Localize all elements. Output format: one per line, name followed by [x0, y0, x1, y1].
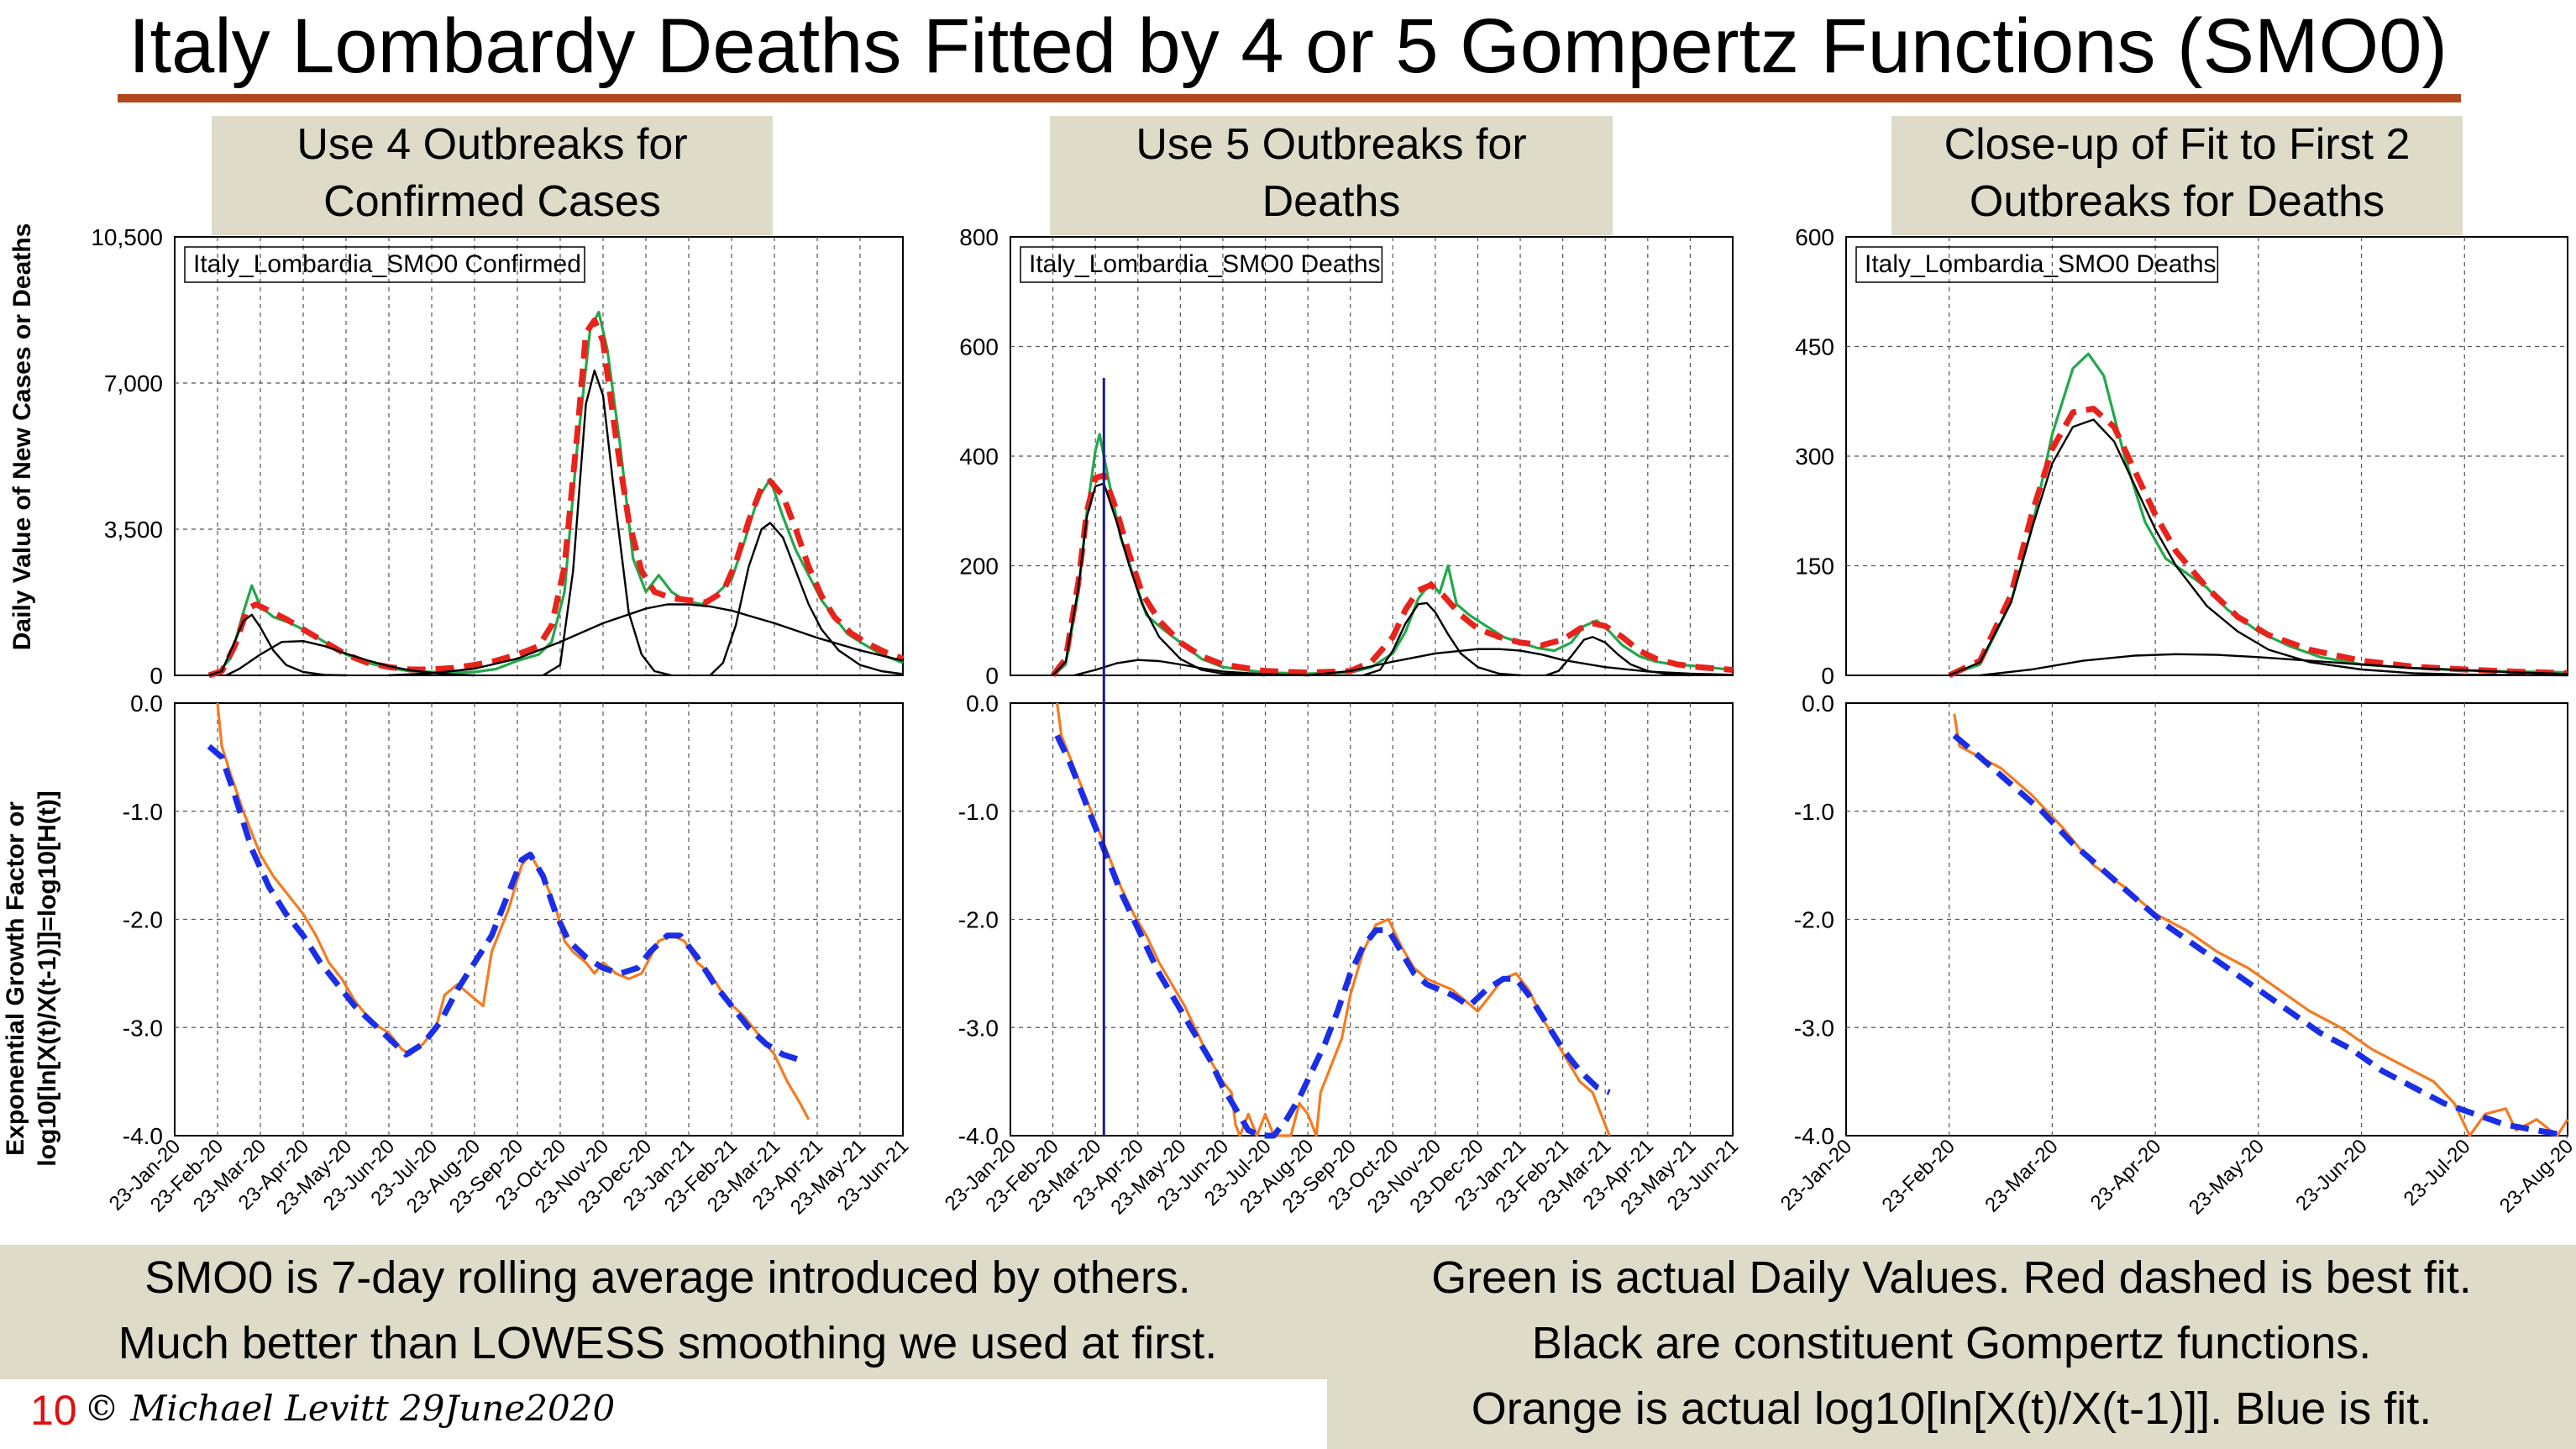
chart3-top-y-tick-label: 150 [1795, 554, 1834, 580]
chart3-top-series-black-line [1980, 653, 2568, 677]
note-legend-line1: Green is actual Daily Values. Red dashed… [1431, 1252, 2472, 1303]
chart1-bottom-y-tick-label: -1.0 [123, 799, 163, 825]
chart3-x-tick-label: 23-Aug-20 [2495, 1135, 2576, 1217]
chart1-bottom-y-tick-label: 0.0 [130, 690, 163, 717]
note-smoothing-line1: SMO0 is 7-day rolling average introduced… [144, 1252, 1191, 1303]
charts-canvas: 0 3,500 7,000 10,500 -4.0 -3.0 -2.0 -1.0 0.0 Ital… [91, 224, 2576, 1219]
chart2-top-y-tick-label: 0 [985, 663, 999, 689]
panel-label-3-line2: Outbreaks for Deaths [1969, 177, 2385, 226]
chart1-legend-box [184, 246, 585, 283]
note-legend: Green is actual Daily Values. Red dashed… [1327, 1245, 2576, 1449]
chart2-bottom-y-tick-label: -3.0 [958, 1015, 999, 1041]
chart3-x-tick-label: 23-Jul-20 [2400, 1135, 2475, 1210]
chart3-x-tick-label: 23-Mar-20 [1981, 1135, 2062, 1216]
chart3-top-y-tick-label: 300 [1795, 444, 1834, 470]
chart1-bottom-series-blue-line [207, 743, 801, 1063]
chart2-bottom-series-blue-line [1054, 734, 1611, 1139]
chart3-bottom-series-orange-line [1953, 713, 2569, 1137]
chart1-top-frame [174, 236, 904, 676]
panel-label-2: Use 5 Outbreaks for Deaths [1050, 116, 1613, 235]
chart3-x-tick-label: 23-Apr-20 [2086, 1135, 2166, 1215]
chart1-top-y-tick-label: 7,000 [104, 370, 163, 396]
note-legend-line2: Black are constituent Gompertz functions… [1531, 1318, 2372, 1368]
chart1-bottom-y-tick-label: -4.0 [123, 1123, 163, 1149]
chart2-bottom-y-tick-label: -2.0 [958, 907, 999, 933]
chart1-top-series-red-line [207, 317, 905, 679]
chart3-x-tick-label: 23-May-20 [2185, 1135, 2269, 1219]
chart2-legend-label: Italy_Lombardia_SMO0 Deaths [1029, 250, 1381, 278]
chart3-top-series-red-line [1948, 406, 2568, 679]
chart3-legend-box [1855, 246, 2219, 283]
author-credit: © Michael Levitt 29June2020 [84, 1388, 616, 1429]
chart1-bottom-y-tick-label: -2.0 [123, 907, 163, 933]
chart1-top-y-tick-label: 0 [150, 663, 163, 689]
panel-label-2-line1: Use 5 Outbreaks for [1136, 120, 1527, 169]
note-smoothing: SMO0 is 7-day rolling average introduced… [0, 1245, 1327, 1379]
chart3-bottom-y-tick-label: -3.0 [1794, 1015, 1834, 1041]
chart2-top-y-tick-label: 800 [959, 224, 999, 250]
chart2-top-y-tick-label: 200 [959, 554, 999, 580]
note-smoothing-line2: Much better than LOWESS smoothing we use… [118, 1318, 1218, 1368]
chart3-top-y-tick-label: 0 [1821, 663, 1834, 689]
chart1-top-y-tick-label: 10,500 [91, 224, 163, 250]
slide-number: 10 [30, 1387, 77, 1434]
chart2-top-y-tick-label: 600 [959, 334, 999, 360]
note-legend-line3: Orange is actual log10[ln[X(t)/X(t-1)]].… [1471, 1383, 2432, 1434]
chart2-bottom-y-tick-label: -1.0 [958, 799, 999, 825]
chart1-top-series-black-line [542, 369, 672, 677]
chart3-top-y-tick-label: 450 [1795, 334, 1834, 360]
chart1-bottom-y-tick-label: -3.0 [123, 1015, 163, 1041]
panel-label-1: Use 4 Outbreaks for Confirmed Cases [212, 116, 773, 235]
chart2-bottom-y-tick-label: -4.0 [958, 1123, 999, 1149]
chart3-bottom-y-tick-label: -1.0 [1794, 799, 1834, 825]
chart3-top-y-tick-label: 600 [1795, 224, 1834, 250]
chart1-top-series-black-line [388, 603, 904, 677]
panel-label-3-line1: Close-up of Fit to First 2 [1944, 120, 2411, 169]
chart2-top-series-black-line [1362, 601, 1521, 677]
title-rule [118, 94, 2461, 102]
panel-label-3: Close-up of Fit to First 2 Outbreaks for… [1891, 116, 2463, 235]
chart3-bottom-y-tick-label: 0.0 [1802, 690, 1834, 717]
page-title: Italy Lombardy Deaths Fitted by 4 or 5 G… [128, 3, 2448, 89]
chart3-bottom-series-blue-line [1952, 732, 2568, 1139]
panel-label-2-line2: Deaths [1262, 177, 1401, 226]
chart2-bottom-y-tick-label: 0.0 [966, 690, 999, 717]
chart3-top-series-black-line [1949, 418, 2568, 677]
chart3-bottom-y-tick-label: -4.0 [1794, 1123, 1834, 1149]
chart3-x-tick-label: 23-Feb-20 [1878, 1135, 1960, 1216]
panel-label-1-line2: Confirmed Cases [323, 177, 661, 226]
chart1-top-series-black-line [709, 522, 904, 676]
chart2-legend-box [1020, 246, 1383, 283]
chart3-bottom-y-tick-label: -2.0 [1794, 907, 1834, 933]
chart1-top-series-black-line [208, 613, 347, 677]
chart2-top-series-black-line [1073, 659, 1309, 677]
chart3-x-tick-label: 23-Jun-20 [2291, 1135, 2372, 1215]
chart1-bottom-series-orange-line [216, 702, 811, 1121]
chart2-top-series-red-line [1050, 472, 1734, 678]
chart1-top-y-tick-label: 3,500 [104, 517, 163, 543]
chart3-legend-label: Italy_Lombardia_SMO0 Deaths [1865, 250, 2217, 278]
chart2-top-y-tick-label: 400 [959, 444, 999, 470]
chart2-top-series-black-line [1545, 636, 1691, 677]
chart1-legend-label: Italy_Lombardia_SMO0 Confirmed [193, 250, 581, 278]
chart2-bottom-series-orange-line [1056, 702, 1611, 1137]
panel-label-1-line1: Use 4 Outbreaks for [296, 120, 688, 169]
